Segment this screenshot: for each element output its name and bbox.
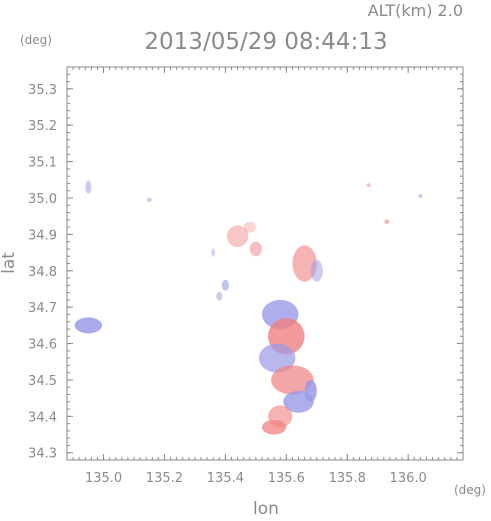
echo-region-negative	[304, 379, 317, 402]
echo-region-negative	[146, 197, 152, 203]
x-tick-label: 135.6	[268, 471, 305, 486]
y-tick-label: 35.1	[28, 156, 57, 171]
echo-region-positive	[249, 241, 262, 257]
y-axis-title: lat	[0, 252, 19, 274]
x-axis: 135.0 135.2 135.4 135.6 135.8 136.0	[72, 67, 458, 486]
x-tick-label: 136.0	[390, 471, 427, 486]
x-tick-label: 135.4	[207, 471, 244, 486]
y-tick-label: 34.5	[28, 374, 57, 389]
altitude-label: ALT(km) 2.0	[368, 1, 463, 20]
x-tick-label: 135.2	[146, 471, 183, 486]
x-axis-title: lon	[253, 499, 279, 519]
echo-region-positive	[261, 419, 287, 435]
echo-region-positive	[243, 221, 256, 233]
echo-region-negative	[258, 343, 296, 373]
echo-layer	[74, 180, 423, 435]
y-tick-label: 34.4	[28, 410, 57, 425]
y-tick-label: 35.2	[28, 119, 57, 134]
y-tick-label: 34.7	[28, 301, 57, 316]
echo-region-negative	[74, 317, 103, 334]
y-tick-label: 35.3	[28, 83, 57, 98]
chart-title: 2013/05/29 08:44:13	[144, 29, 387, 55]
y-tick-label: 34.6	[28, 338, 57, 353]
echo-region-negative	[216, 291, 223, 301]
y-unit-label: (deg)	[20, 33, 52, 47]
echo-region-negative	[310, 259, 323, 282]
x-tick-label: 135.8	[329, 471, 366, 486]
plot-area	[66, 66, 464, 461]
echo-region-negative	[221, 279, 230, 291]
x-unit-label: (deg)	[454, 483, 486, 497]
echo-region-positive	[226, 225, 249, 248]
y-axis: 34.3 34.4 34.5 34.6 34.7 34.8 34.9 35.0 35.1 35.2…	[28, 73, 463, 462]
echo-region-positive	[271, 365, 314, 395]
echo-region-negative	[85, 180, 92, 194]
y-tick-label: 35.0	[28, 192, 57, 207]
y-tick-label: 34.9	[28, 228, 57, 243]
echo-region-positive	[292, 245, 317, 282]
x-tick-label: 135.0	[85, 471, 122, 486]
echo-region-positive	[384, 219, 390, 224]
echo-region-negative	[418, 194, 423, 199]
echo-region-positive	[366, 183, 371, 188]
echo-region-negative	[211, 248, 216, 257]
y-tick-label: 34.3	[28, 447, 57, 462]
y-tick-label: 34.8	[28, 265, 57, 280]
